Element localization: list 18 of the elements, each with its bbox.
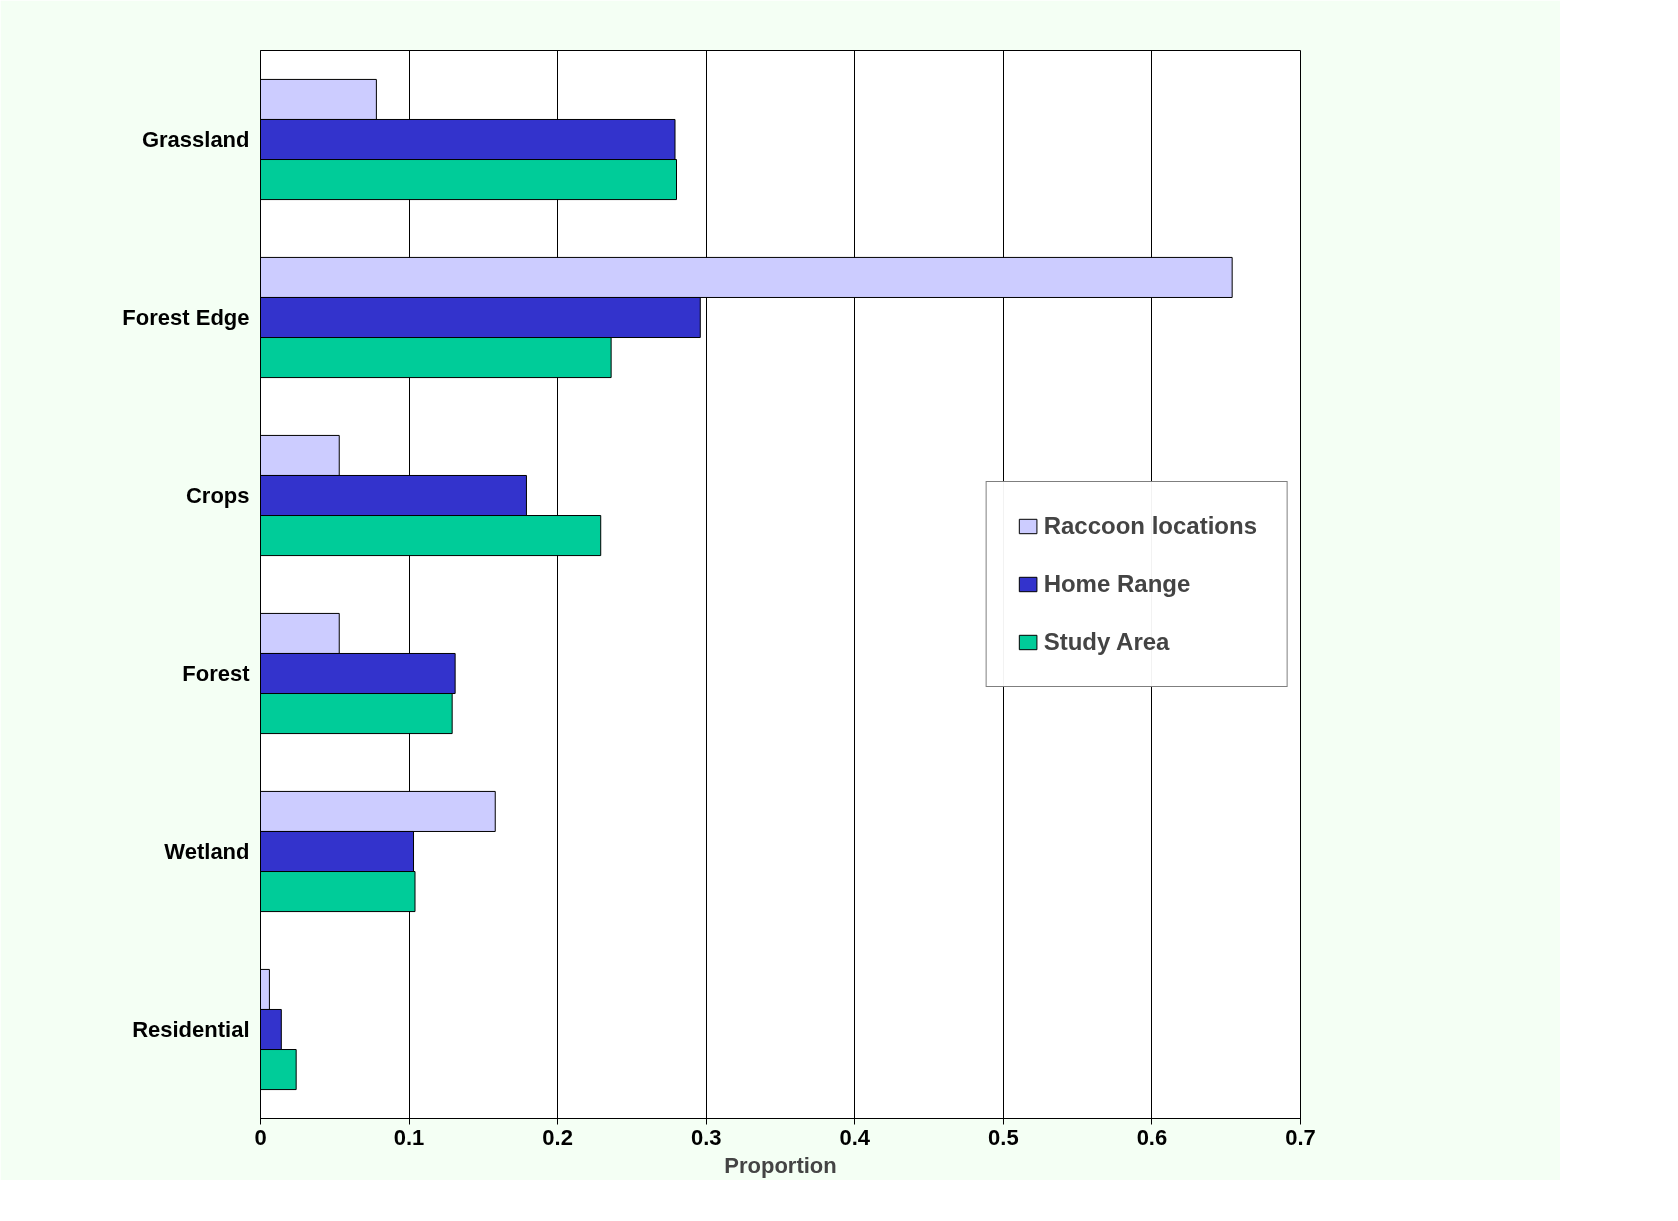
y-tick-label: Wetland (164, 839, 250, 864)
legend-label: Home Range (1043, 570, 1191, 598)
legend-label: Raccoon locations (1043, 512, 1257, 540)
x-axis-title: Proportion (724, 1152, 837, 1178)
x-tick-label: 0 (254, 1124, 267, 1150)
x-tick-label: 0.3 (690, 1124, 722, 1150)
x-tick-label: 0.4 (839, 1124, 871, 1150)
x-tick-label: 0.7 (1285, 1124, 1316, 1150)
y-tick-label: Crops (185, 483, 250, 508)
legend-label: Study Area (1043, 628, 1170, 656)
y-tick-label: Forest Edge (122, 305, 250, 330)
x-tick-label: 0.5 (988, 1124, 1019, 1150)
x-tick-label: 0.6 (1136, 1124, 1168, 1150)
y-tick-label: Forest (182, 661, 251, 686)
y-tick-label: Grassland (141, 127, 250, 152)
x-tick-label: 0.1 (393, 1124, 425, 1150)
y-tick-label: Residential (132, 1017, 250, 1042)
x-tick-label: 0.2 (542, 1124, 573, 1150)
